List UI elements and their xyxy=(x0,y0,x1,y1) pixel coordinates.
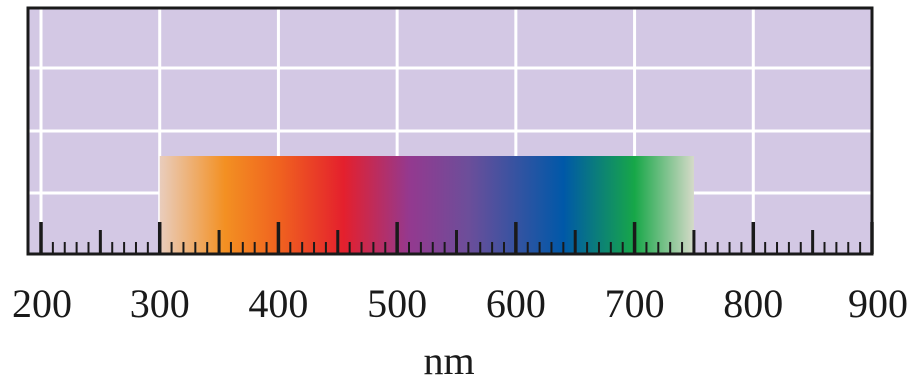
tick-label-200: 200 xyxy=(12,281,72,326)
tick-label-700: 700 xyxy=(605,281,665,326)
spectrum-band xyxy=(159,156,694,254)
tick-label-900: 900 xyxy=(848,281,908,326)
tick-label-500: 500 xyxy=(367,281,427,326)
tick-label-800: 800 xyxy=(723,281,783,326)
scale-tick-labels: 200 300 400 500 600 700 800 900 xyxy=(12,281,908,326)
tick-label-600: 600 xyxy=(486,281,546,326)
tick-label-400: 400 xyxy=(248,281,308,326)
tick-label-300: 300 xyxy=(130,281,190,326)
unit-label: nm xyxy=(423,338,474,383)
diagram-frame xyxy=(26,6,874,256)
